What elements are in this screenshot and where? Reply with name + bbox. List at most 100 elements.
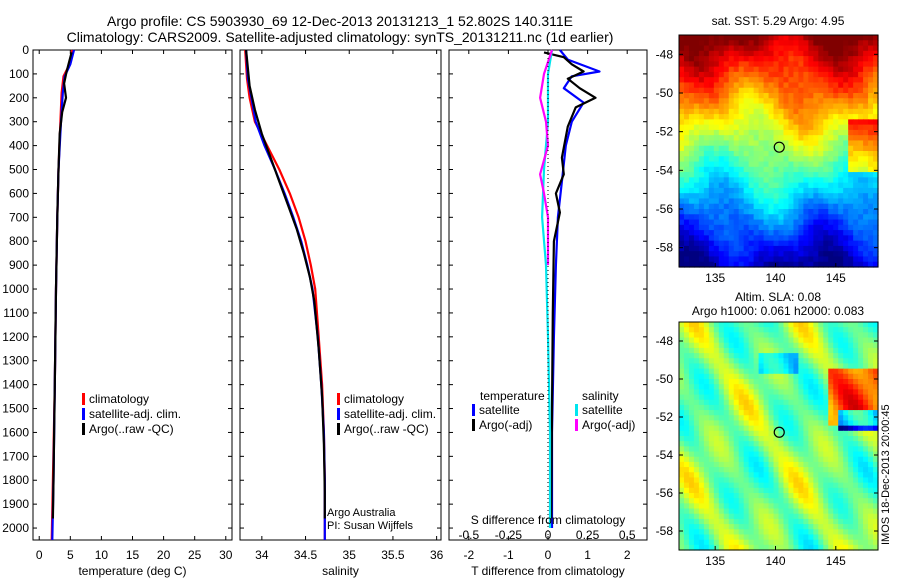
heatmap-cell xyxy=(748,524,755,530)
heatmap-cell xyxy=(693,45,700,52)
heatmap-cell xyxy=(698,235,705,242)
heatmap-cell xyxy=(753,358,760,365)
heatmap-cell xyxy=(868,230,874,236)
heatmap-cell xyxy=(838,461,844,468)
heatmap-cell xyxy=(853,534,859,541)
heatmap-cell xyxy=(808,477,814,484)
heatmap-cell xyxy=(783,451,790,458)
heatmap-cell xyxy=(783,441,790,447)
heatmap-cell xyxy=(679,353,685,359)
heatmap-cell xyxy=(728,187,735,194)
heatmap-cell xyxy=(828,456,834,463)
heatmap-cell xyxy=(788,384,795,390)
heatmap-cell xyxy=(833,61,839,68)
heatmap-cell xyxy=(838,368,844,375)
heatmap-cell xyxy=(768,135,775,142)
heatmap-cell xyxy=(688,322,695,328)
heatmap-cell xyxy=(808,544,814,551)
heatmap-cell xyxy=(823,251,829,258)
heatmap-cell xyxy=(818,384,824,390)
heatmap-cell xyxy=(808,135,814,142)
heatmap-cell xyxy=(718,114,725,120)
heatmap-cell xyxy=(843,446,849,453)
heatmap-cell xyxy=(783,166,790,173)
heatmap-cell xyxy=(679,477,685,484)
heatmap-cell xyxy=(793,193,799,200)
heatmap-cell xyxy=(808,245,814,252)
heatmap-cell xyxy=(818,245,824,252)
heatmap-cell xyxy=(873,399,879,406)
legend-title-salinity: salinity xyxy=(582,389,619,403)
heatmap-cell xyxy=(838,358,844,365)
heatmap-cell xyxy=(743,93,750,99)
heatmap-cell xyxy=(793,373,799,380)
heatmap-cell xyxy=(713,342,720,349)
heatmap-cell xyxy=(713,404,720,411)
map-x-tick-label: 140 xyxy=(765,554,785,568)
heatmap-cell xyxy=(863,135,869,142)
heatmap-cell xyxy=(708,40,715,47)
heatmap-cell xyxy=(683,214,690,221)
heatmap-cell xyxy=(858,441,864,447)
heatmap-cell xyxy=(863,441,869,447)
heatmap-cell xyxy=(733,539,740,546)
heatmap-cell xyxy=(768,56,775,62)
heatmap-cell xyxy=(793,124,799,131)
x-tick-label: 35 xyxy=(343,548,357,562)
heatmap-cell xyxy=(843,327,849,333)
heatmap-cell xyxy=(743,156,750,163)
heatmap-cell xyxy=(748,35,755,41)
heatmap-cell xyxy=(798,245,804,252)
heatmap-cell xyxy=(873,193,879,200)
heatmap-cell xyxy=(828,518,834,525)
heatmap-cell xyxy=(873,35,879,41)
heatmap-cell xyxy=(798,198,804,205)
heatmap-cell xyxy=(798,251,804,258)
heatmap-cell xyxy=(863,103,869,110)
heatmap-cell xyxy=(818,337,824,344)
heatmap-cell xyxy=(703,332,710,339)
heatmap-cell xyxy=(703,461,710,468)
heatmap-cell xyxy=(713,93,720,99)
heatmap-cell xyxy=(803,456,809,463)
heatmap-cell xyxy=(838,539,844,546)
heatmap-cell xyxy=(718,61,725,68)
heatmap-cell xyxy=(863,363,869,370)
heatmap-cell xyxy=(813,240,819,247)
heatmap-cell xyxy=(683,50,690,57)
heatmap-cell xyxy=(683,203,690,210)
heatmap-cell xyxy=(773,461,780,468)
heatmap-cell xyxy=(743,461,750,468)
heatmap-cell xyxy=(818,430,824,437)
heatmap-cell xyxy=(813,404,819,411)
heatmap-cell xyxy=(808,224,814,231)
heatmap-cell xyxy=(813,368,819,375)
x-tick-label: 34.5 xyxy=(294,548,318,562)
heatmap-cell xyxy=(838,332,844,339)
heatmap-cell xyxy=(818,394,824,401)
heatmap-cell xyxy=(838,384,844,390)
heatmap-cell xyxy=(808,103,814,110)
heatmap-cell xyxy=(803,193,809,200)
heatmap-cell xyxy=(853,119,859,126)
x-tick-label: -1 xyxy=(503,548,514,562)
heatmap-cell xyxy=(818,539,824,546)
heatmap-cell xyxy=(768,124,775,131)
heatmap-cell xyxy=(833,219,839,226)
heatmap-cell xyxy=(683,251,690,258)
heatmap-cell xyxy=(823,482,829,489)
heatmap-cell xyxy=(698,363,705,370)
heatmap-cell xyxy=(818,420,824,427)
heatmap-cell xyxy=(873,347,879,354)
heatmap-cell xyxy=(843,399,849,406)
heatmap-cell xyxy=(683,353,690,359)
heatmap-cell xyxy=(768,420,775,427)
heatmap-cell xyxy=(818,87,824,94)
heatmap-cell xyxy=(748,389,755,396)
heatmap-cell xyxy=(853,198,859,205)
difference-x-axis-label: T difference from climatology xyxy=(471,564,625,578)
heatmap-cell xyxy=(688,66,695,73)
heatmap-cell xyxy=(768,71,775,78)
heatmap-cell xyxy=(793,177,799,184)
heatmap-cell xyxy=(753,436,760,442)
